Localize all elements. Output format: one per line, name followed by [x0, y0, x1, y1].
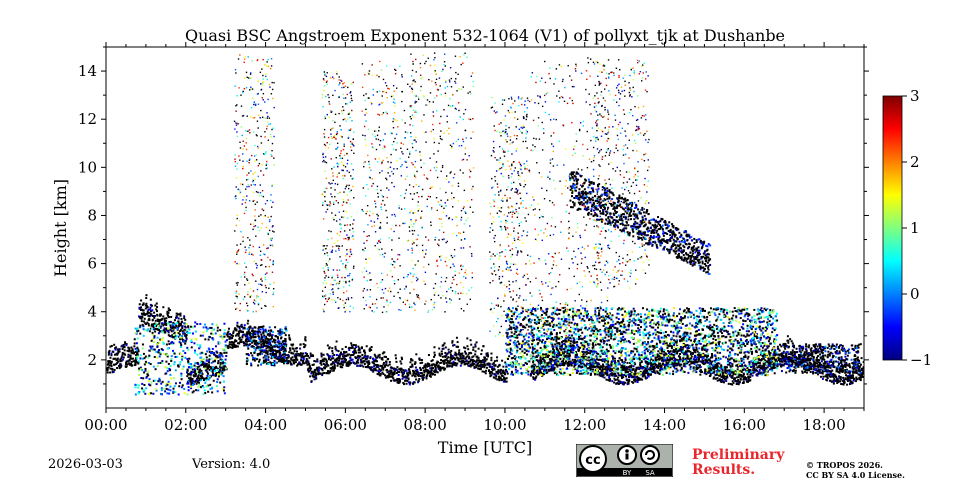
x-tick-label: 06:00	[324, 416, 367, 434]
y-tick-label: 14	[78, 62, 97, 80]
preliminary-line2: Results.	[692, 462, 756, 478]
cc-sa-text: SA	[645, 469, 655, 477]
footer-version: Version: 4.0	[192, 457, 271, 472]
copyright-note: © TROPOS 2026. CC BY SA 4.0 License.	[806, 460, 905, 480]
x-tick-label: 12:00	[563, 416, 606, 434]
x-tick-label: 18:00	[802, 416, 845, 434]
y-tick-label: 10	[78, 158, 97, 176]
colorbar	[882, 95, 903, 361]
footer-date: 2026-03-03	[48, 457, 123, 472]
copyright-line1: © TROPOS 2026.	[806, 460, 883, 470]
y-tick-label: 12	[78, 110, 97, 128]
copyright-line2: CC BY SA 4.0 License.	[806, 470, 905, 480]
colorbar-tick-label: −1	[910, 351, 932, 369]
y-axis-label: Height [km]	[51, 179, 70, 277]
heatmap-data	[106, 52, 864, 396]
x-tick-label: 02:00	[164, 416, 207, 434]
colorbar-tick-label: 3	[910, 87, 920, 105]
colorbar-tick-label: 0	[910, 285, 920, 303]
x-axis: 00:00 02:00 04:00 06:00 08:00 10:00 12:00 14:00…	[84, 42, 865, 434]
cc-by-text: BY	[623, 469, 632, 477]
colorbar-tick-label: 2	[910, 153, 920, 171]
x-tick-label: 04:00	[244, 416, 287, 434]
colorbar-ticks: −1 0 1 2 3	[902, 87, 932, 369]
chart-title: Quasi BSC Angstroem Exponent 532-1064 (V…	[185, 26, 785, 45]
y-tick-label: 6	[87, 255, 97, 273]
y-axis: 2 4 6 8 10 12 14	[78, 46, 869, 385]
x-tick-label: 16:00	[723, 416, 766, 434]
x-tick-label: 14:00	[643, 416, 686, 434]
x-axis-label: Time [UTC]	[438, 438, 532, 457]
preliminary-line1: Preliminary	[692, 447, 785, 463]
x-tick-label: 00:00	[84, 416, 127, 434]
cc-by-sa-icon: cc BY SA	[576, 444, 673, 477]
y-tick-label: 4	[87, 303, 97, 321]
y-tick-label: 8	[87, 206, 97, 224]
x-tick-label: 08:00	[404, 416, 447, 434]
x-tick-label: 10:00	[483, 416, 526, 434]
colorbar-tick-label: 1	[910, 219, 920, 237]
y-tick-label: 2	[87, 351, 97, 369]
preliminary-note: Preliminary Results.	[692, 448, 784, 478]
